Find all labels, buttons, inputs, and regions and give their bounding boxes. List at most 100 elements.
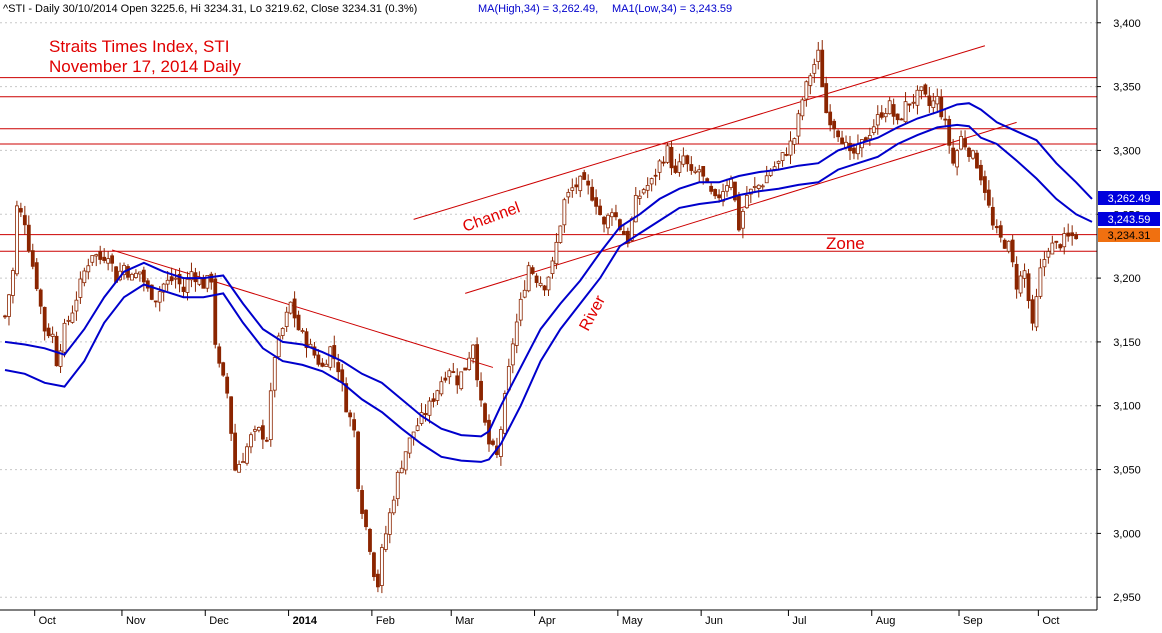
- candle-body: [229, 396, 234, 434]
- candle-body: [1058, 244, 1063, 249]
- candle-body: [447, 370, 452, 378]
- y-tick-label: 3,000: [1113, 528, 1141, 540]
- trend-lines: [111, 45, 1017, 368]
- candle-body: [1022, 270, 1027, 279]
- candle-body: [46, 327, 51, 337]
- x-tick-label: Nov: [126, 615, 146, 627]
- candle-body: [86, 265, 91, 273]
- candle-body: [955, 150, 960, 168]
- candle-body: [1034, 296, 1039, 328]
- candle-body: [50, 333, 55, 337]
- candle-body: [1010, 239, 1015, 263]
- candle-body: [169, 276, 174, 282]
- candle-body: [653, 174, 658, 177]
- x-tick-label: Aug: [876, 615, 896, 627]
- candle-body: [697, 169, 702, 173]
- candle-body: [740, 210, 745, 229]
- candle-body: [812, 64, 817, 74]
- candle-body: [550, 260, 555, 275]
- candle-body: [689, 164, 694, 171]
- candle-body: [943, 118, 948, 121]
- candle-body: [1018, 275, 1023, 294]
- candle-body: [372, 552, 376, 578]
- candle-body: [994, 226, 999, 229]
- x-tick-label: Jun: [705, 615, 723, 627]
- candle-body: [796, 113, 801, 137]
- candle-body: [78, 278, 83, 298]
- candle-body: [399, 467, 404, 474]
- candle-body: [312, 346, 317, 356]
- candle-body: [320, 362, 325, 367]
- candle-body: [435, 390, 440, 401]
- candle-body: [915, 89, 920, 106]
- candle-body: [911, 101, 916, 104]
- candle-body: [459, 371, 464, 390]
- candle-body: [368, 528, 372, 552]
- candle-body: [340, 369, 345, 383]
- candle-body: [256, 427, 261, 431]
- candle-body: [90, 255, 95, 263]
- candle-body: [959, 136, 963, 150]
- candle-body: [3, 315, 7, 318]
- candle-body: [713, 189, 718, 197]
- candle-body: [1026, 273, 1031, 302]
- horizontal-levels: [0, 77, 1097, 252]
- candle-body: [792, 138, 797, 145]
- ma-low-line: [4, 123, 1093, 463]
- candle-body: [1054, 240, 1059, 243]
- candle-body: [828, 111, 833, 126]
- header-symbol-text: ^STI - Daily 30/10/2014 Open 3225.6, Hi …: [3, 3, 417, 15]
- candle-body: [221, 362, 226, 376]
- candles: [3, 40, 1079, 594]
- trend-line-channel_bottom: [465, 121, 1017, 294]
- candle-body: [578, 175, 583, 192]
- candle-body: [574, 184, 579, 188]
- candle-body: [217, 346, 222, 364]
- candle-body: [225, 376, 230, 394]
- x-tick-label: Sep: [963, 615, 983, 627]
- candle-body: [431, 398, 436, 402]
- candle-body: [427, 400, 432, 416]
- candle-body: [173, 277, 178, 280]
- x-tick-label: Jul: [792, 615, 806, 627]
- candle-body: [840, 137, 844, 145]
- candle-body: [102, 256, 107, 261]
- candle-body: [233, 432, 237, 471]
- candle-body: [161, 283, 166, 293]
- candle-body: [602, 216, 606, 225]
- x-tick-label: Feb: [376, 615, 395, 627]
- candle-body: [82, 270, 87, 284]
- candle-body: [502, 393, 507, 434]
- candle-body: [760, 185, 765, 188]
- svg-text:3,234.31: 3,234.31: [1108, 230, 1151, 242]
- candle-body: [701, 166, 706, 177]
- candle-body: [1014, 263, 1019, 290]
- annotation-zone: Zone: [826, 234, 865, 253]
- candle-body: [538, 282, 543, 286]
- candle-body: [98, 251, 103, 260]
- candle-body: [824, 83, 829, 114]
- candle-body: [364, 509, 368, 528]
- candle-body: [594, 197, 599, 207]
- candle-body: [439, 381, 444, 395]
- candle-body: [253, 429, 257, 432]
- candle-body: [982, 176, 987, 193]
- candle-body: [15, 205, 19, 275]
- candle-body: [1038, 267, 1043, 297]
- candle-body: [752, 186, 757, 188]
- candle-body: [483, 403, 487, 423]
- candle-body: [268, 390, 273, 441]
- x-tick-label: Mar: [455, 615, 474, 627]
- candle-body: [590, 186, 595, 201]
- candle-body: [58, 350, 63, 367]
- candle-body: [919, 86, 924, 91]
- candle-body: [415, 425, 420, 431]
- candle-body: [661, 161, 666, 164]
- candle-body: [756, 184, 761, 189]
- candle-body: [891, 104, 896, 117]
- candle-body: [1074, 234, 1079, 240]
- candle-body: [22, 215, 27, 226]
- svg-text:3,243.59: 3,243.59: [1108, 214, 1151, 226]
